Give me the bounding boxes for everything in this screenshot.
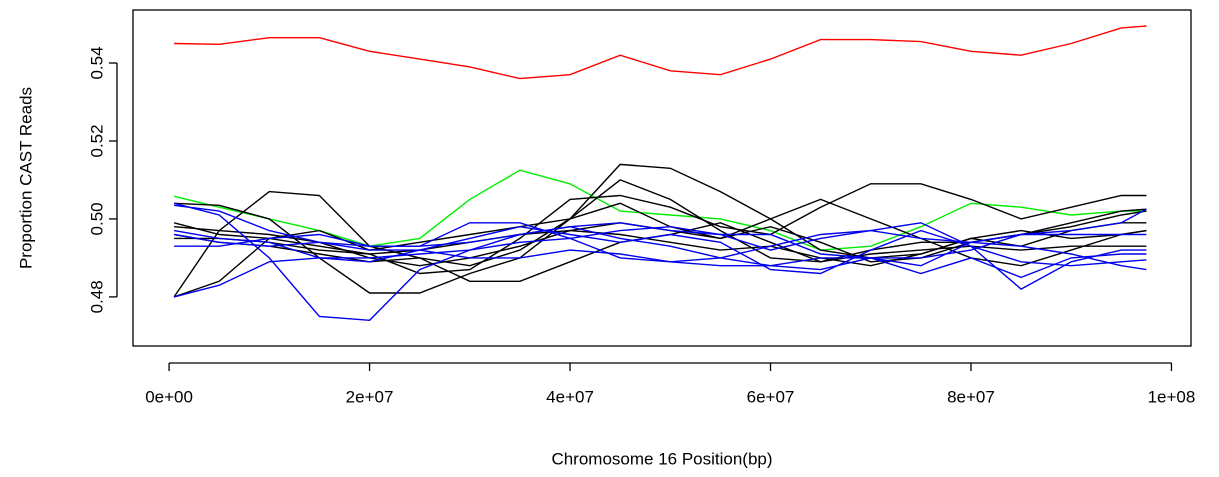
x-axis-title: Chromosome 16 Position(bp) [551, 449, 772, 468]
x-tick-label: 4e+07 [546, 387, 594, 406]
plot-box [132, 9, 1192, 347]
x-tick-label: 6e+07 [747, 387, 795, 406]
x-tick-label: 2e+07 [346, 387, 394, 406]
y-tick-label: 0.50 [87, 202, 106, 235]
data-line [173, 233, 1147, 267]
data-line [174, 25, 1147, 80]
data-line [174, 204, 1147, 259]
y-tick-label: 0.54 [87, 46, 106, 79]
data-line [173, 183, 1147, 275]
y-tick-label: 0.52 [87, 124, 106, 157]
data-line [173, 169, 1147, 251]
data-line [173, 202, 1147, 322]
data-line [173, 222, 1147, 282]
data-line [173, 163, 1147, 298]
data-line [173, 225, 1147, 290]
x-tick-label: 1e+08 [1148, 387, 1196, 406]
data-line [173, 222, 1147, 298]
y-tick-label: 0.48 [87, 280, 106, 313]
y-axis-title: Proportion CAST Reads [16, 87, 35, 269]
x-tick-label: 8e+07 [947, 387, 995, 406]
x-tick-label: 0e+00 [145, 387, 193, 406]
data-line [174, 229, 1147, 267]
